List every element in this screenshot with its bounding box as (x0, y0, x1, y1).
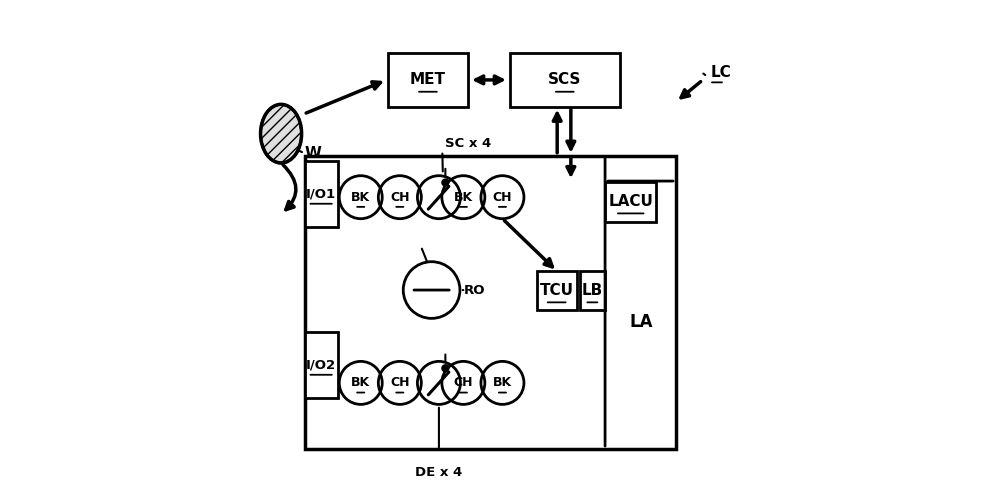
Text: I/O2: I/O2 (306, 358, 336, 371)
Text: LB: LB (582, 283, 603, 298)
Ellipse shape (261, 104, 302, 163)
Text: SC x 4: SC x 4 (445, 137, 492, 150)
Circle shape (442, 365, 449, 372)
FancyBboxPatch shape (537, 271, 577, 310)
Text: CH: CH (390, 376, 410, 389)
FancyBboxPatch shape (580, 271, 605, 310)
Text: DE x 4: DE x 4 (415, 466, 463, 479)
FancyBboxPatch shape (388, 53, 468, 107)
Text: CH: CH (390, 191, 410, 204)
FancyBboxPatch shape (605, 181, 656, 222)
Text: BK: BK (351, 191, 370, 204)
Text: BK: BK (454, 191, 473, 204)
Text: CH: CH (493, 191, 512, 204)
Text: BK: BK (493, 376, 512, 389)
Text: MET: MET (410, 73, 446, 87)
FancyBboxPatch shape (305, 161, 338, 227)
Text: LA: LA (629, 313, 653, 331)
Text: LACU: LACU (608, 194, 653, 209)
FancyBboxPatch shape (305, 331, 338, 398)
Text: BK: BK (351, 376, 370, 389)
Text: TCU: TCU (540, 283, 574, 298)
Text: W: W (305, 146, 321, 161)
Text: SCS: SCS (548, 73, 581, 87)
Text: RO: RO (463, 283, 485, 297)
Circle shape (442, 179, 449, 186)
Text: LC: LC (710, 65, 731, 80)
Text: I/O1: I/O1 (306, 187, 336, 200)
Text: CH: CH (454, 376, 473, 389)
FancyBboxPatch shape (305, 156, 676, 449)
FancyBboxPatch shape (510, 53, 620, 107)
